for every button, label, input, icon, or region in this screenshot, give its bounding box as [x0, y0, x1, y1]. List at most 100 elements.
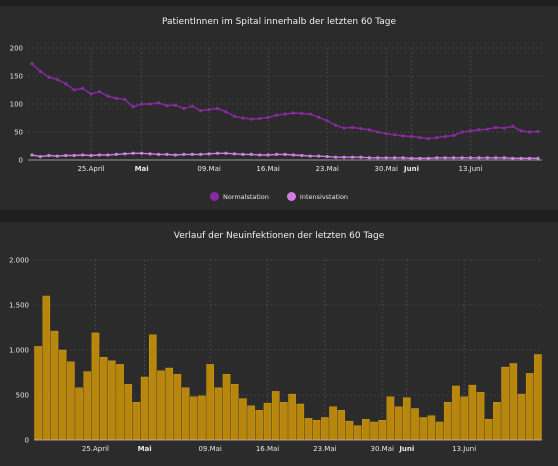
normalstation-point — [527, 130, 532, 134]
normalstation-point — [173, 103, 177, 107]
normalstation-point — [308, 112, 312, 116]
normalstation-point — [72, 88, 76, 92]
normalstation-point — [536, 129, 540, 134]
bar — [468, 384, 477, 441]
bar — [509, 363, 518, 441]
intensivstation-point — [359, 155, 363, 159]
intensivstation-point — [232, 152, 236, 156]
bar — [312, 419, 321, 441]
x-tick-label: Juni — [398, 445, 414, 453]
x-tick-label: 13.Juni — [459, 165, 483, 173]
intensivstation-point — [266, 153, 270, 157]
bar — [394, 406, 403, 441]
normalstation-point — [317, 115, 321, 120]
intensivstation-point — [418, 156, 422, 160]
normalstation-point — [477, 128, 481, 132]
bar — [452, 385, 460, 441]
intensivstation-point — [148, 152, 152, 156]
intensivstation-point — [207, 152, 211, 156]
bar — [255, 410, 264, 441]
intensivstation-point — [536, 156, 540, 160]
normalstation-point — [165, 104, 169, 108]
bar — [124, 383, 133, 441]
normalstation-point — [148, 102, 152, 106]
intensivstation-point — [215, 151, 220, 155]
normalstation-point — [283, 112, 287, 116]
bar — [288, 393, 296, 441]
normalstation-point — [367, 128, 371, 132]
y-tick-label: 0 — [25, 437, 29, 445]
bar — [140, 376, 149, 441]
legend-item-normalstation[interactable]: Normalstation — [209, 192, 269, 201]
x-tick-label: 23.Mai — [315, 165, 338, 173]
normalstation-point — [207, 108, 211, 112]
bar — [75, 387, 83, 441]
normalstation-point — [435, 136, 439, 140]
normalstation-point — [249, 117, 253, 121]
intensivstation-point — [325, 155, 329, 159]
normalstation-point — [123, 97, 127, 102]
intensivstation-point — [131, 151, 135, 155]
normalstation-point — [140, 102, 144, 106]
bar — [443, 401, 452, 441]
bar — [214, 387, 223, 441]
normalstation-point — [241, 116, 245, 120]
normalstation-point — [55, 77, 59, 81]
x-tick-label: 09.Mai — [198, 445, 221, 453]
bar — [493, 401, 501, 441]
bar — [247, 405, 255, 441]
x-tick-label: 23.Mai — [313, 445, 336, 453]
intensivstation-point — [317, 154, 321, 158]
normalstation-point — [350, 125, 355, 130]
intensivstation-point — [468, 156, 473, 160]
intensivstation-point — [342, 155, 346, 159]
bar — [501, 366, 509, 441]
intensivstation-point — [477, 156, 481, 160]
bar — [34, 346, 42, 441]
intensivstation-point — [452, 156, 456, 160]
bar — [280, 401, 288, 441]
bar — [304, 418, 313, 441]
bar — [42, 295, 51, 441]
intensivstation-point — [384, 156, 388, 160]
normalstation-point — [30, 62, 34, 66]
y-tick-label: 100 — [10, 101, 23, 109]
series-line-normalstation — [31, 63, 539, 140]
x-tick-label: 16.Mai — [256, 165, 279, 173]
bar — [157, 370, 165, 441]
intensivstation-point — [249, 152, 253, 156]
normalstation-point — [443, 134, 447, 139]
normalstation-point — [156, 101, 161, 105]
bar — [484, 419, 493, 441]
intensivstation-point — [367, 156, 371, 160]
normalstation-point — [266, 115, 270, 120]
normalstation-point — [258, 116, 262, 121]
intensivstation-point — [401, 156, 405, 160]
bar — [517, 393, 526, 441]
intensivstation-point — [502, 156, 506, 160]
x-tick-label: 09.Mai — [197, 165, 220, 173]
y-tick-label: 2.000 — [9, 257, 29, 265]
bar — [149, 334, 157, 441]
intensivstation-point — [30, 153, 34, 157]
bar — [378, 419, 387, 441]
normalstation-point — [215, 106, 220, 111]
normalstation-point — [393, 133, 397, 137]
normalstation-point — [81, 86, 85, 90]
intensivstation-point — [123, 152, 127, 156]
y-tick-label: 150 — [10, 73, 23, 81]
bar — [198, 395, 206, 441]
bar — [271, 391, 280, 441]
normalstation-point — [38, 69, 43, 74]
legend-item-intensivstation[interactable]: Intensivstation — [286, 192, 348, 201]
y-tick-label: 500 — [16, 392, 29, 400]
normalstation-point — [502, 126, 506, 130]
bar — [403, 397, 411, 441]
intensivstation-point — [55, 154, 59, 158]
intensivstation-point — [519, 156, 523, 160]
normalstation-point — [89, 92, 93, 96]
bar — [99, 356, 108, 441]
bar — [353, 425, 362, 441]
y-tick-label: 0 — [19, 157, 23, 165]
normalstation-point — [182, 106, 186, 111]
